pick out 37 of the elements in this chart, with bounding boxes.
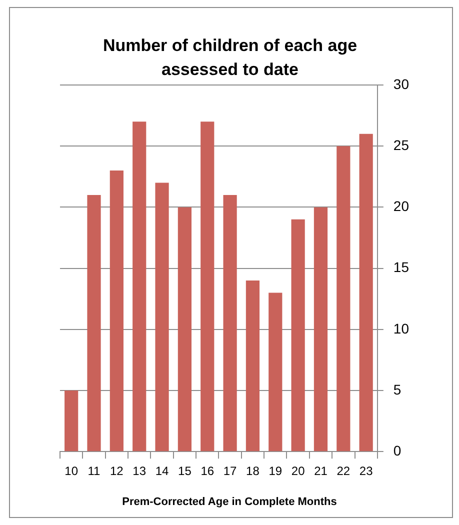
bar bbox=[223, 194, 237, 452]
x-tick-label: 21 bbox=[314, 464, 328, 478]
x-tick-label: 16 bbox=[200, 464, 214, 478]
x-tick-label: 20 bbox=[291, 464, 306, 478]
bar bbox=[200, 122, 214, 452]
bar bbox=[314, 207, 328, 452]
x-axis-title: Prem-Corrected Age in Complete Months bbox=[121, 496, 338, 508]
bar bbox=[246, 280, 260, 452]
x-tick-label: 23 bbox=[359, 464, 374, 478]
x-tick-label: 19 bbox=[268, 464, 282, 478]
x-tick-label: 17 bbox=[223, 464, 238, 478]
x-tick-label: 15 bbox=[178, 464, 192, 478]
bar bbox=[87, 194, 101, 452]
y-tick-label: 30 bbox=[393, 76, 410, 92]
x-tick-label: 10 bbox=[64, 464, 78, 478]
bar bbox=[336, 146, 350, 452]
bar bbox=[155, 182, 169, 452]
bar bbox=[268, 292, 282, 452]
bar bbox=[64, 390, 78, 452]
bar bbox=[291, 219, 305, 452]
bar bbox=[178, 207, 192, 452]
y-tick-label: 0 bbox=[393, 442, 402, 458]
y-tick-label: 15 bbox=[393, 259, 410, 276]
x-tick-label: 22 bbox=[336, 464, 350, 478]
x-tick-label: 11 bbox=[88, 464, 101, 478]
bar bbox=[110, 170, 124, 452]
x-tick-label: 18 bbox=[246, 464, 260, 478]
y-tick-label: 20 bbox=[393, 198, 410, 214]
x-tick-label: 14 bbox=[155, 464, 170, 478]
x-tick-label: 12 bbox=[110, 464, 124, 478]
y-tick-label: 10 bbox=[393, 320, 410, 336]
y-tick-label: 25 bbox=[393, 136, 410, 153]
y-tick-label: 5 bbox=[393, 381, 402, 398]
chart-title: Number of children of each age assessed to date bbox=[102, 35, 358, 81]
x-tick-label: 13 bbox=[132, 464, 146, 478]
bar bbox=[359, 134, 373, 452]
bar bbox=[132, 122, 146, 452]
